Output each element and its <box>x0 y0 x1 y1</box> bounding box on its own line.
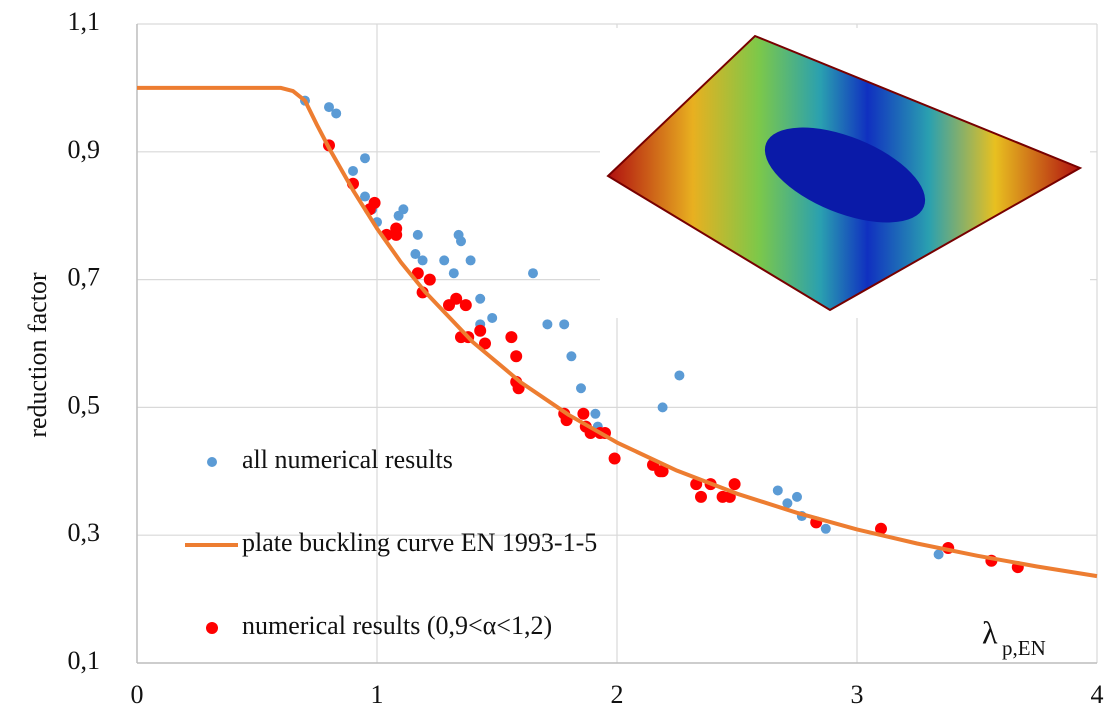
point <box>674 370 684 380</box>
x-axis-label: λ <box>982 614 998 650</box>
point <box>418 255 428 265</box>
point <box>460 299 472 311</box>
y-tick-label: 0,1 <box>68 646 101 675</box>
point <box>390 229 402 241</box>
point <box>439 255 449 265</box>
point <box>487 313 497 323</box>
point <box>331 108 341 118</box>
x-axis-label-subscript: p,EN <box>1002 636 1046 660</box>
point <box>729 478 741 490</box>
point <box>577 408 589 420</box>
y-tick-label: 0,5 <box>68 390 101 419</box>
point <box>590 409 600 419</box>
x-tick-label: 2 <box>611 680 624 709</box>
point <box>449 268 459 278</box>
point <box>528 268 538 278</box>
legend-label: plate buckling curve EN 1993-1-5 <box>242 528 597 557</box>
chart: 0,1 0,3 0,5 0,7 0,9 1,1 0 1 2 3 4 reduction factor… <box>0 0 1111 721</box>
x-tick-label: 0 <box>131 680 144 709</box>
legend-label: all numerical results <box>242 445 453 474</box>
legend-swatch <box>207 457 217 467</box>
y-tick-label: 0,9 <box>68 135 101 164</box>
point <box>360 153 370 163</box>
point <box>466 255 476 265</box>
point <box>398 204 408 214</box>
point <box>413 230 423 240</box>
point <box>424 274 436 286</box>
point <box>566 351 576 361</box>
fe-model-image <box>600 28 1090 318</box>
point <box>510 350 522 362</box>
point <box>609 453 621 465</box>
y-axis-label: reduction factor <box>23 272 52 438</box>
x-tick-label: 3 <box>851 680 864 709</box>
point <box>456 236 466 246</box>
point <box>542 319 552 329</box>
page: {"chart_data": { "type": "scatter", "yla… <box>0 0 1111 721</box>
legend-label: numerical results (0,9<α<1,2) <box>242 611 552 640</box>
point <box>695 491 707 503</box>
y-tick-label: 1,1 <box>68 7 101 36</box>
x-tick-label: 4 <box>1091 680 1104 709</box>
point <box>576 383 586 393</box>
point <box>505 331 517 343</box>
x-tick-label: 1 <box>371 680 384 709</box>
legend: all numerical results plate buckling curv… <box>185 445 597 640</box>
legend-swatch <box>206 622 218 634</box>
point <box>773 485 783 495</box>
y-tick-label: 0,3 <box>68 518 101 547</box>
point <box>474 325 486 337</box>
point <box>559 319 569 329</box>
point <box>934 549 944 559</box>
point <box>475 294 485 304</box>
point <box>348 166 358 176</box>
point <box>369 197 381 209</box>
point <box>658 402 668 412</box>
point <box>821 524 831 534</box>
point <box>792 492 802 502</box>
y-tick-label: 0,7 <box>68 263 101 292</box>
